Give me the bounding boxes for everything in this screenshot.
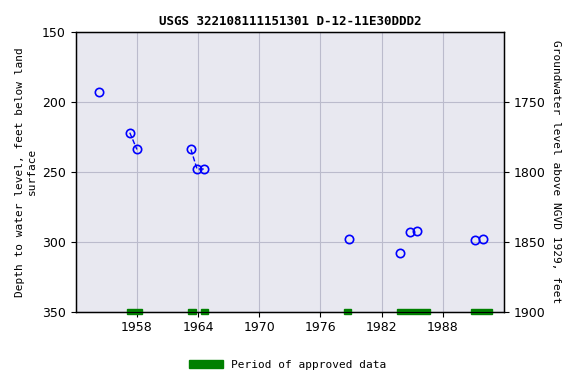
- Y-axis label: Groundwater level above NGVD 1929, feet: Groundwater level above NGVD 1929, feet: [551, 40, 561, 303]
- Bar: [201, 309, 209, 314]
- Bar: [397, 309, 430, 314]
- Bar: [188, 309, 196, 314]
- Y-axis label: Depth to water level, feet below land
surface: Depth to water level, feet below land su…: [15, 47, 37, 297]
- Legend: Period of approved data: Period of approved data: [185, 356, 391, 375]
- Bar: [127, 309, 142, 314]
- Title: USGS 322108111151301 D-12-11E30DDD2: USGS 322108111151301 D-12-11E30DDD2: [158, 15, 421, 28]
- Bar: [344, 309, 351, 314]
- Bar: [471, 309, 491, 314]
